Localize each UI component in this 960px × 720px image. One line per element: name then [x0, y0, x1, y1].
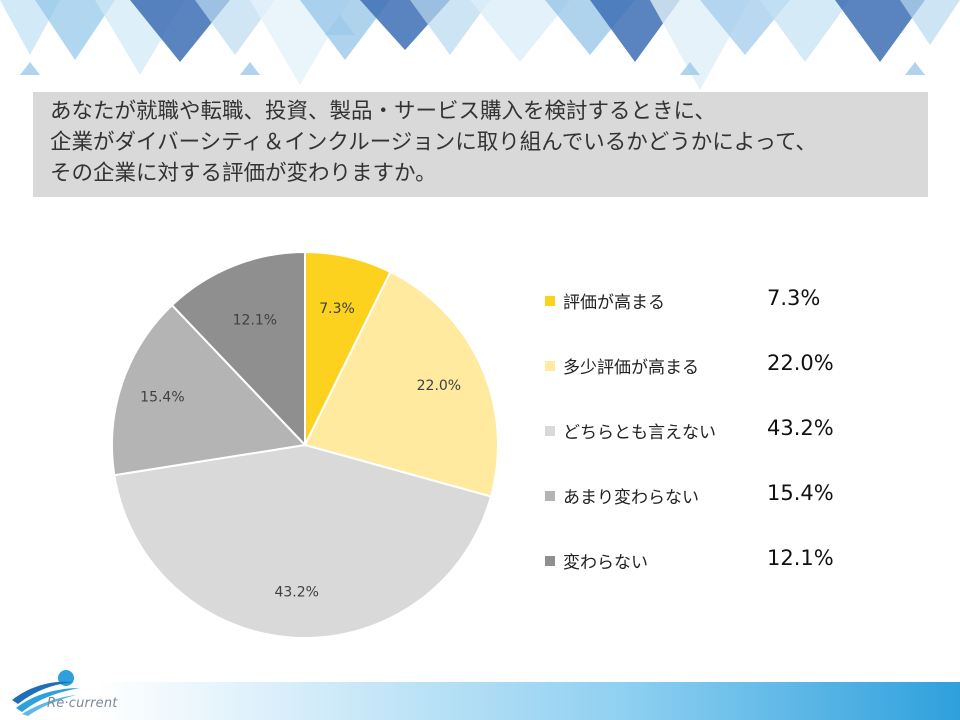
decor-triangle — [760, 0, 850, 62]
decor-triangle — [35, 0, 115, 60]
decor-triangle — [410, 0, 490, 55]
pie-data-label: 22.0% — [417, 378, 461, 394]
decor-triangle — [680, 62, 700, 75]
decor-triangle — [900, 0, 960, 45]
legend-swatch — [545, 426, 555, 436]
decor-triangle — [195, 0, 275, 55]
pie-slice — [113, 443, 493, 639]
question-line-1: あなたが就職や転職、投資、製品・サービス購入を検討するときに、 — [50, 99, 716, 124]
pie-data-label: 43.2% — [274, 584, 318, 600]
legend-label: 変わらない — [563, 553, 648, 573]
legend-label: どちらとも言えない — [563, 423, 716, 443]
question-line-2: 企業がダイバーシティ＆インクルージョンに取り組んでいるかどうかによって、 — [50, 130, 817, 155]
legend-item: 評価が高まる 7.3% — [545, 282, 875, 347]
question-line-3: その企業に対する評価が変わりますか。 — [50, 161, 437, 186]
recurrent-logo-icon — [12, 670, 80, 716]
legend-label: 評価が高まる — [563, 293, 665, 313]
legend-value: 7.3% — [767, 286, 821, 310]
chart-legend: 評価が高まる 7.3% 多少評価が高まる 22.0% どちらとも言えない 43.… — [545, 282, 875, 607]
decor-triangle — [905, 62, 925, 75]
pie-slice — [303, 270, 499, 498]
logo-text: Re·current — [47, 696, 118, 711]
pie-slice — [170, 250, 306, 448]
legend-value: 12.1% — [767, 546, 834, 570]
pie-data-label: 7.3% — [319, 301, 355, 317]
decor-triangle — [700, 0, 790, 55]
decor-triangle — [835, 0, 925, 62]
header-triangle-pattern — [0, 0, 960, 90]
pie-data-label: 15.4% — [140, 390, 184, 406]
legend-swatch — [545, 296, 555, 306]
legend-swatch — [545, 491, 555, 501]
decor-triangle — [20, 62, 40, 75]
legend-value: 15.4% — [767, 481, 834, 505]
legend-value: 43.2% — [767, 416, 834, 440]
legend-item: 変わらない 12.1% — [545, 542, 875, 607]
decor-triangle — [470, 0, 570, 62]
footer-gradient-bar — [0, 682, 960, 720]
legend-item: あまり変わらない 15.4% — [545, 477, 875, 542]
legend-label: 多少評価が高まる — [563, 358, 699, 378]
pie-slice — [111, 303, 308, 477]
decor-triangle — [590, 0, 680, 62]
legend-item: どちらとも言えない 43.2% — [545, 412, 875, 477]
legend-item: 多少評価が高まる 22.0% — [545, 347, 875, 412]
question-box: あなたが就職や転職、投資、製品・サービス購入を検討するときに、 企業がダイバーシ… — [33, 92, 928, 197]
decor-triangle — [325, 15, 355, 35]
legend-swatch — [545, 361, 555, 371]
legend-label: あまり変わらない — [563, 488, 699, 508]
legend-value: 22.0% — [767, 351, 834, 375]
decor-triangle — [130, 0, 230, 62]
legend-swatch — [545, 556, 555, 566]
pie-data-label: 12.1% — [233, 313, 277, 329]
pie-chart: 7.3% 22.0% 43.2% 15.4% 12.1% — [111, 250, 499, 639]
decor-triangle — [240, 62, 260, 75]
